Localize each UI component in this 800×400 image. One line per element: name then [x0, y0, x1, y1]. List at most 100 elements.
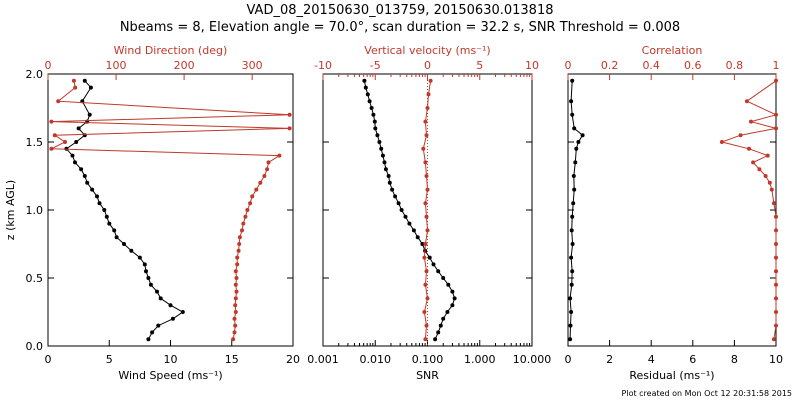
- data-point: [767, 180, 772, 185]
- data-point: [237, 242, 242, 246]
- data-point: [382, 160, 387, 165]
- data-point: [73, 85, 78, 90]
- data-point: [422, 255, 427, 260]
- data-point: [231, 337, 236, 342]
- data-point: [287, 112, 292, 117]
- data-point: [441, 316, 446, 321]
- x-tick-label-bottom: 0: [565, 353, 572, 366]
- data-point: [168, 303, 173, 308]
- data-point: [372, 119, 377, 124]
- data-point: [180, 310, 185, 314]
- data-point: [576, 140, 581, 144]
- x-axis-label-bottom: Residual (ms⁻¹): [629, 369, 714, 382]
- data-point: [757, 167, 762, 172]
- data-point: [234, 276, 239, 280]
- data-point: [423, 282, 428, 287]
- data-point: [146, 276, 151, 280]
- data-point: [150, 330, 155, 335]
- data-point: [367, 99, 372, 104]
- data-point: [233, 296, 238, 301]
- data-point: [107, 221, 112, 226]
- data-point: [156, 323, 161, 328]
- x-tick-label-bottom: 10: [769, 353, 783, 366]
- data-point: [52, 133, 57, 138]
- data-point: [377, 140, 382, 144]
- data-point: [122, 242, 126, 246]
- data-point: [235, 255, 240, 260]
- data-point: [571, 174, 576, 178]
- data-point: [102, 208, 107, 212]
- x-tick-label-bottom: 0.001: [307, 353, 339, 366]
- data-point: [570, 214, 575, 219]
- data-point: [240, 228, 244, 233]
- data-point: [396, 201, 401, 206]
- data-point: [445, 310, 450, 314]
- data-point: [433, 337, 438, 342]
- x-tick-label-top: 100: [106, 59, 127, 72]
- data-point: [441, 276, 446, 280]
- y-tick-label: 0.0: [26, 340, 44, 353]
- x-tick-label-top: -10: [314, 59, 332, 72]
- data-point: [749, 119, 753, 124]
- data-point: [399, 208, 404, 212]
- data-point: [423, 242, 428, 246]
- data-point: [49, 119, 54, 124]
- data-point: [233, 323, 238, 328]
- data-point: [95, 194, 99, 199]
- x-axis-label-top: Vertical velocity (ms⁻¹): [364, 44, 490, 57]
- data-point: [424, 214, 429, 219]
- data-point: [774, 310, 778, 314]
- data-point: [380, 153, 385, 158]
- data-point: [148, 282, 153, 287]
- data-point: [76, 126, 81, 131]
- x-tick-label-top: 1: [773, 59, 780, 72]
- data-point: [774, 112, 778, 117]
- data-point: [233, 310, 238, 314]
- data-point: [379, 146, 384, 151]
- data-point: [774, 296, 778, 301]
- x-axis-label-top: Wind Direction (deg): [114, 44, 228, 57]
- data-point: [436, 330, 441, 335]
- data-point: [747, 146, 751, 151]
- data-point: [87, 112, 92, 117]
- x-tick-label-top: 0.6: [684, 59, 702, 72]
- x-tick-label-bottom: 0.100: [412, 353, 444, 366]
- data-point: [373, 126, 378, 131]
- data-point: [266, 160, 271, 165]
- data-point: [450, 303, 455, 308]
- data-point: [90, 187, 95, 192]
- data-point: [104, 214, 109, 219]
- data-point: [387, 180, 392, 185]
- data-point: [369, 106, 374, 110]
- data-point: [719, 140, 724, 144]
- data-point: [422, 310, 427, 314]
- data-point: [390, 187, 395, 192]
- data-point: [97, 201, 102, 206]
- data-point: [438, 323, 443, 328]
- data-point: [424, 323, 429, 328]
- data-point: [142, 262, 147, 267]
- series-line-snr: [363, 80, 456, 340]
- data-point: [774, 255, 778, 260]
- data-point: [114, 235, 119, 240]
- data-point: [277, 153, 282, 158]
- data-point: [570, 78, 575, 83]
- data-point: [425, 106, 430, 110]
- data-point: [423, 337, 428, 342]
- data-point: [129, 248, 134, 253]
- data-point: [371, 112, 376, 117]
- data-point: [751, 160, 756, 165]
- data-point: [569, 310, 574, 314]
- x-tick-label-bottom: 0.010: [360, 353, 392, 366]
- chart-subtitle: Nbeams = 8, Elevation angle = 70.0°, sca…: [119, 20, 681, 35]
- data-point: [774, 269, 778, 274]
- data-point: [568, 323, 573, 328]
- x-tick-label-top: 300: [242, 59, 263, 72]
- data-point: [774, 78, 778, 83]
- data-point: [236, 248, 241, 253]
- data-point: [572, 187, 577, 192]
- data-point: [234, 289, 239, 294]
- data-point: [248, 201, 253, 206]
- x-axis-label-bottom: SNR: [416, 369, 439, 382]
